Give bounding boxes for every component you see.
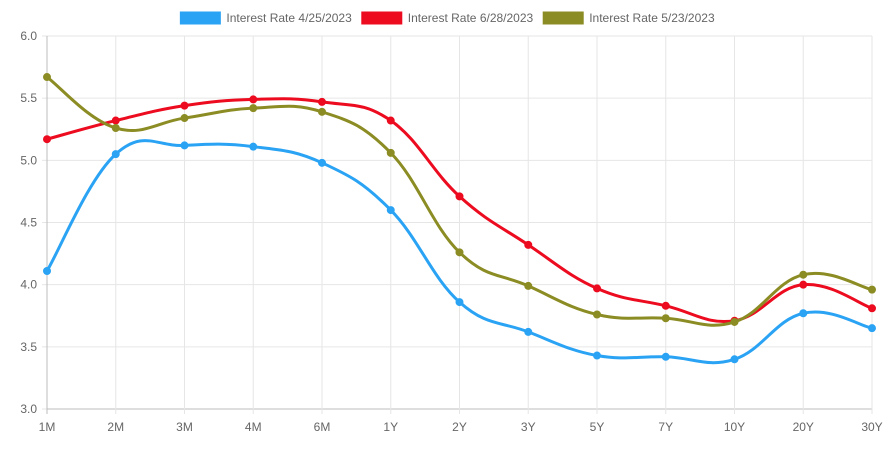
data-point[interactable] bbox=[386, 206, 395, 215]
x-tick-label: 7Y bbox=[658, 420, 673, 434]
legend-label: Interest Rate 4/25/2023 bbox=[226, 11, 352, 25]
data-point[interactable] bbox=[868, 285, 876, 294]
data-point[interactable] bbox=[661, 314, 670, 323]
data-point[interactable] bbox=[524, 327, 533, 336]
data-point[interactable] bbox=[111, 124, 120, 133]
x-tick-label: 30Y bbox=[861, 420, 882, 434]
legend-swatch bbox=[361, 11, 403, 25]
grid bbox=[42, 35, 873, 414]
data-point[interactable] bbox=[318, 158, 326, 167]
data-point[interactable] bbox=[730, 355, 739, 364]
data-point[interactable] bbox=[593, 284, 601, 293]
legend[interactable]: Interest Rate 4/25/2023 Interest Rate 6/2… bbox=[179, 11, 715, 25]
x-tick-label: 20Y bbox=[793, 420, 814, 434]
data-point[interactable] bbox=[524, 281, 533, 290]
data-point[interactable] bbox=[180, 114, 189, 123]
data-point[interactable] bbox=[455, 192, 464, 201]
data-point[interactable] bbox=[524, 240, 533, 249]
legend-item[interactable]: Interest Rate 5/23/2023 bbox=[542, 11, 715, 25]
data-point[interactable] bbox=[111, 150, 120, 159]
y-axis: 3.0 3.5 4.0 4.5 5.0 5.5 6.0 bbox=[20, 29, 37, 416]
data-point[interactable] bbox=[593, 310, 601, 319]
series-1 bbox=[43, 139, 876, 365]
x-tick-label: 5Y bbox=[590, 420, 605, 434]
x-tick-label: 1M bbox=[39, 420, 56, 434]
y-tick-label: 3.5 bbox=[20, 340, 37, 354]
data-point[interactable] bbox=[799, 309, 808, 318]
data-point[interactable] bbox=[799, 270, 808, 279]
x-tick-label: 3M bbox=[176, 420, 193, 434]
x-tick-label: 2Y bbox=[452, 420, 467, 434]
x-tick-label: 4M bbox=[245, 420, 262, 434]
data-point[interactable] bbox=[730, 317, 739, 326]
data-point[interactable] bbox=[318, 107, 326, 116]
data-point[interactable] bbox=[180, 141, 189, 150]
data-point[interactable] bbox=[593, 351, 601, 360]
x-tick-label: 1Y bbox=[383, 420, 398, 434]
data-point[interactable] bbox=[249, 142, 258, 151]
data-point[interactable] bbox=[868, 304, 876, 313]
data-point[interactable] bbox=[43, 73, 51, 82]
data-point[interactable] bbox=[43, 266, 51, 275]
x-tick-label: 10Y bbox=[724, 420, 745, 434]
data-point[interactable] bbox=[249, 95, 258, 104]
data-point[interactable] bbox=[111, 116, 120, 125]
data-point[interactable] bbox=[386, 148, 395, 157]
x-tick-label: 2M bbox=[107, 420, 124, 434]
legend-item[interactable]: Interest Rate 4/25/2023 bbox=[179, 11, 352, 25]
legend-label: Interest Rate 6/28/2023 bbox=[408, 11, 534, 25]
series-3 bbox=[43, 73, 876, 327]
x-tick-label: 6M bbox=[314, 420, 331, 434]
legend-label: Interest Rate 5/23/2023 bbox=[589, 11, 715, 25]
data-point[interactable] bbox=[386, 116, 395, 125]
data-point[interactable] bbox=[249, 104, 258, 113]
data-point[interactable] bbox=[455, 298, 464, 307]
legend-swatch bbox=[542, 11, 584, 25]
x-tick-label: 3Y bbox=[521, 420, 536, 434]
data-point[interactable] bbox=[799, 280, 808, 289]
data-point[interactable] bbox=[455, 248, 464, 257]
y-tick-label: 6.0 bbox=[20, 29, 37, 43]
legend-item[interactable]: Interest Rate 6/28/2023 bbox=[361, 11, 534, 25]
data-point[interactable] bbox=[180, 101, 189, 110]
data-point[interactable] bbox=[661, 352, 670, 361]
y-tick-label: 5.0 bbox=[20, 153, 37, 167]
y-tick-label: 3.0 bbox=[20, 402, 37, 416]
data-point[interactable] bbox=[661, 301, 670, 310]
y-tick-label: 5.5 bbox=[20, 91, 37, 105]
y-tick-label: 4.5 bbox=[20, 216, 37, 230]
y-tick-label: 4.0 bbox=[20, 278, 37, 292]
data-point[interactable] bbox=[868, 324, 876, 333]
x-axis: 1M 2M 3M 4M 6M 1Y 2Y 3Y 5Y 7Y 10Y 20Y 30Y bbox=[39, 420, 883, 434]
legend-swatch bbox=[179, 11, 221, 25]
series-lines bbox=[43, 73, 876, 365]
data-point[interactable] bbox=[318, 97, 326, 106]
data-point[interactable] bbox=[43, 135, 51, 144]
